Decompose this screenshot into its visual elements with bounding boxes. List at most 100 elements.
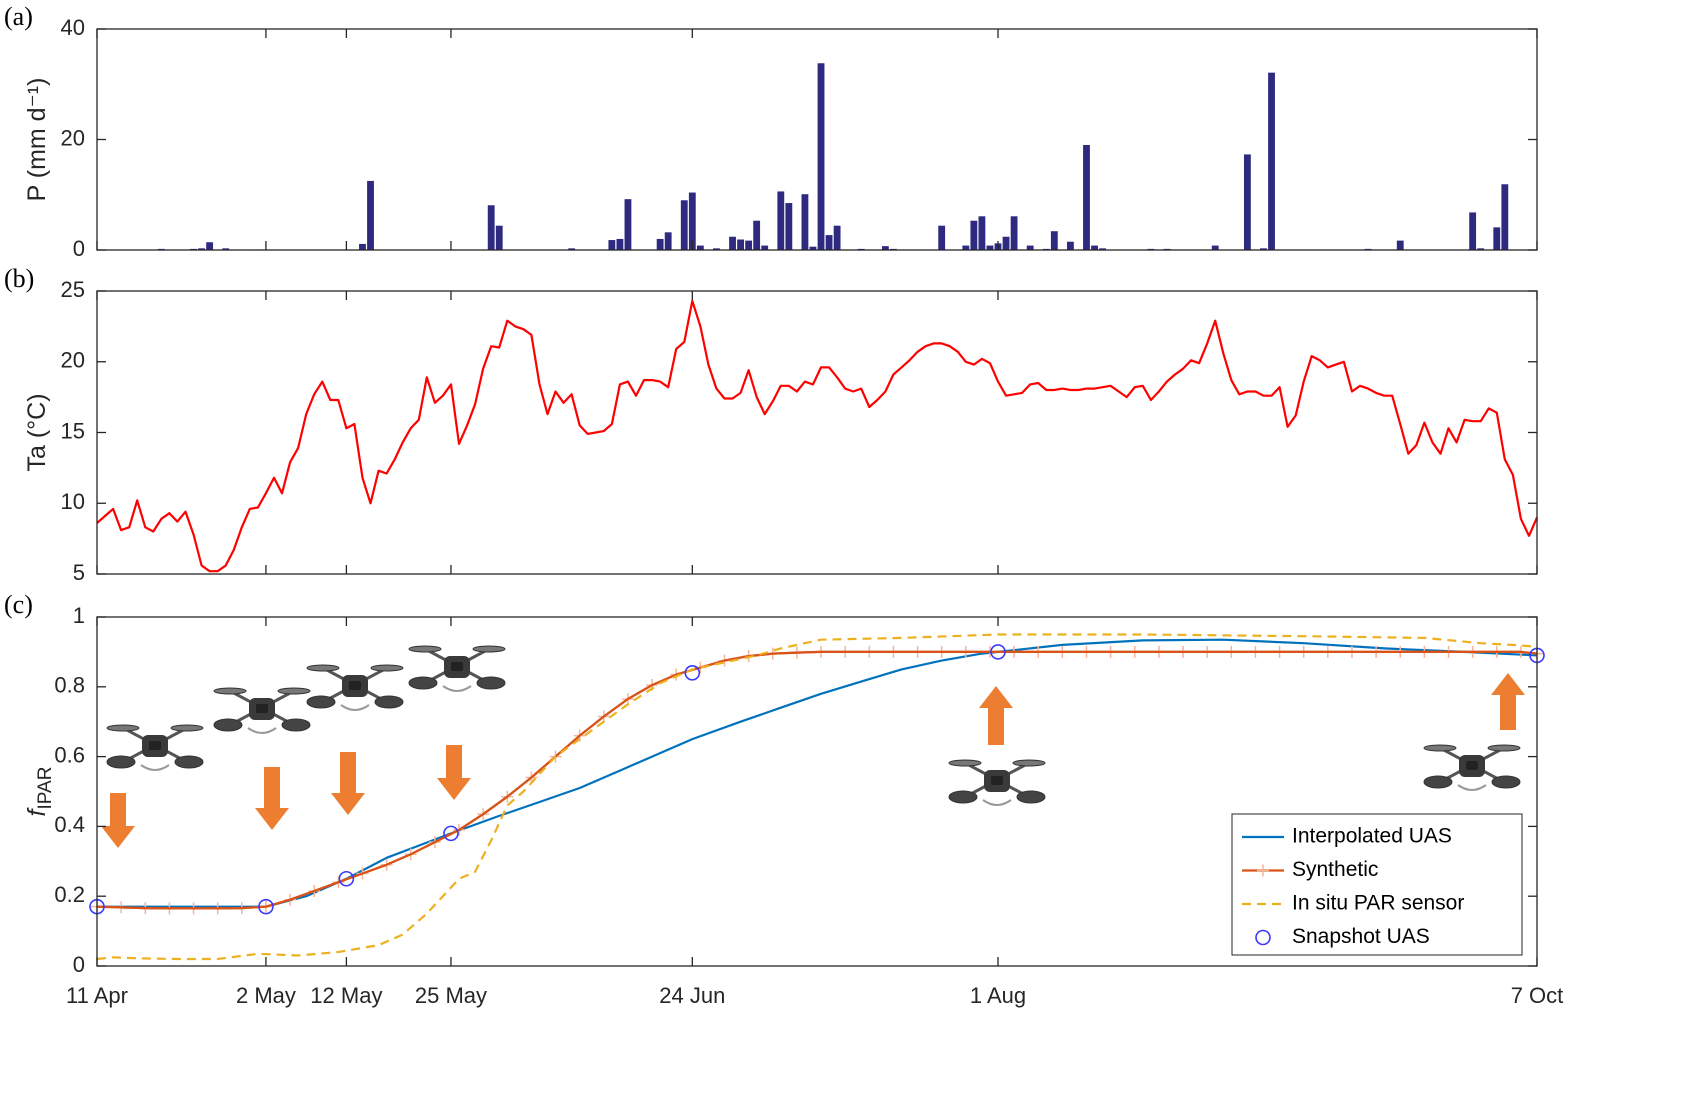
panel-label: (c) <box>4 590 33 619</box>
bar <box>938 225 946 250</box>
bar <box>817 63 825 250</box>
bar <box>753 220 761 250</box>
bar <box>206 242 214 250</box>
legend-label: Snapshot UAS <box>1292 925 1430 948</box>
axes-box <box>96 290 1538 575</box>
bar <box>656 238 664 250</box>
marker <box>258 898 274 915</box>
series-line <box>96 299 1539 573</box>
arrow <box>437 745 471 800</box>
bar <box>1477 248 1485 250</box>
x-tick-label: 7 Oct <box>1511 983 1564 1008</box>
bar <box>1260 248 1267 250</box>
y-tick-label: 5 <box>73 560 85 585</box>
legend-label: Interpolated UAS <box>1292 825 1452 848</box>
drone-icon <box>305 663 405 712</box>
bar <box>978 216 986 250</box>
y-axis-label-main: f <box>23 806 51 816</box>
bar <box>1091 245 1098 250</box>
bar <box>696 245 704 250</box>
y-axis-label: fIPAR <box>23 767 56 817</box>
panel-label: (b) <box>4 264 34 293</box>
bar <box>1083 145 1090 250</box>
arrow <box>1491 673 1525 730</box>
bar <box>1501 184 1509 250</box>
bar <box>881 246 889 250</box>
y-axis-label: P (mm d⁻¹) <box>23 78 51 202</box>
uas-illustrations <box>101 644 1525 848</box>
marker <box>990 644 1006 660</box>
x-tick-label: 24 Jun <box>659 983 725 1008</box>
bar <box>833 225 841 250</box>
marker <box>684 665 701 681</box>
bar <box>1050 231 1058 250</box>
panel: 0 0.2 0.4 0.6 0.8 1 11 Apr 2 May 12 May 25 May 24 … <box>4 590 1563 1008</box>
bar <box>680 200 688 250</box>
marker <box>338 870 355 887</box>
arrow <box>255 767 289 830</box>
bar <box>729 236 736 250</box>
x-tick-label: 11 Apr <box>66 983 128 1008</box>
y-tick-label: 20 <box>61 125 85 150</box>
axes-box <box>96 28 1538 251</box>
y-tick-label: 0.6 <box>54 742 85 767</box>
panel: 5 10 15 20 25 (b) Ta (°C) <box>4 264 1539 585</box>
bar <box>737 239 744 250</box>
bar <box>970 220 978 250</box>
y-tick-label: 10 <box>61 489 85 514</box>
bar <box>1066 241 1074 250</box>
drone-icon <box>947 758 1047 807</box>
y-tick-label: 0 <box>73 236 85 261</box>
drone-icon <box>1422 743 1522 792</box>
bar <box>1211 245 1219 250</box>
series-line <box>97 638 1538 908</box>
bar <box>761 245 769 250</box>
y-tick-label: 0.4 <box>54 812 85 837</box>
y-axis-label-main: P (mm d⁻¹) <box>23 78 51 202</box>
bar <box>495 225 503 250</box>
legend-label: In situ PAR sensor <box>1292 892 1464 915</box>
bar <box>664 232 672 250</box>
y-tick-label: 0 <box>73 952 85 977</box>
legend: Interpolated UAS Synthetic In situ PAR sen… <box>1231 813 1523 956</box>
bar <box>608 240 616 250</box>
bar <box>616 238 624 250</box>
bar <box>825 235 833 250</box>
bar <box>688 192 696 250</box>
y-tick-label: 0.2 <box>54 882 85 907</box>
marker <box>443 825 459 842</box>
bar <box>1493 227 1501 250</box>
x-tick-label: 2 May <box>236 983 296 1008</box>
bar <box>785 203 793 250</box>
y-tick-label: 40 <box>61 15 85 40</box>
x-tick-label: 25 May <box>415 983 487 1008</box>
bar <box>809 246 817 250</box>
bar <box>745 240 753 250</box>
bar <box>1396 240 1404 250</box>
bar <box>359 243 366 250</box>
panel-label: (a) <box>4 2 33 31</box>
legend-label: Synthetic <box>1292 858 1378 881</box>
drone-icon <box>105 723 205 772</box>
legend-swatch <box>1257 864 1269 877</box>
x-tick-label: 12 May <box>310 983 382 1008</box>
y-tick-label: 0.8 <box>54 673 85 698</box>
bar <box>1469 212 1477 250</box>
bar <box>1099 248 1107 250</box>
bar <box>568 248 576 250</box>
y-axis-label-sub: IPAR <box>35 767 56 810</box>
arrow <box>101 793 135 848</box>
arrow <box>979 686 1013 745</box>
bar <box>487 205 495 250</box>
legend-swatch <box>1255 929 1271 946</box>
bar <box>624 199 632 250</box>
bar <box>367 180 374 250</box>
bar <box>198 248 205 250</box>
bar <box>1002 236 1010 250</box>
drone-icon <box>407 644 507 693</box>
arrow <box>331 752 365 815</box>
bar <box>962 245 970 250</box>
axes-box <box>96 616 1538 967</box>
